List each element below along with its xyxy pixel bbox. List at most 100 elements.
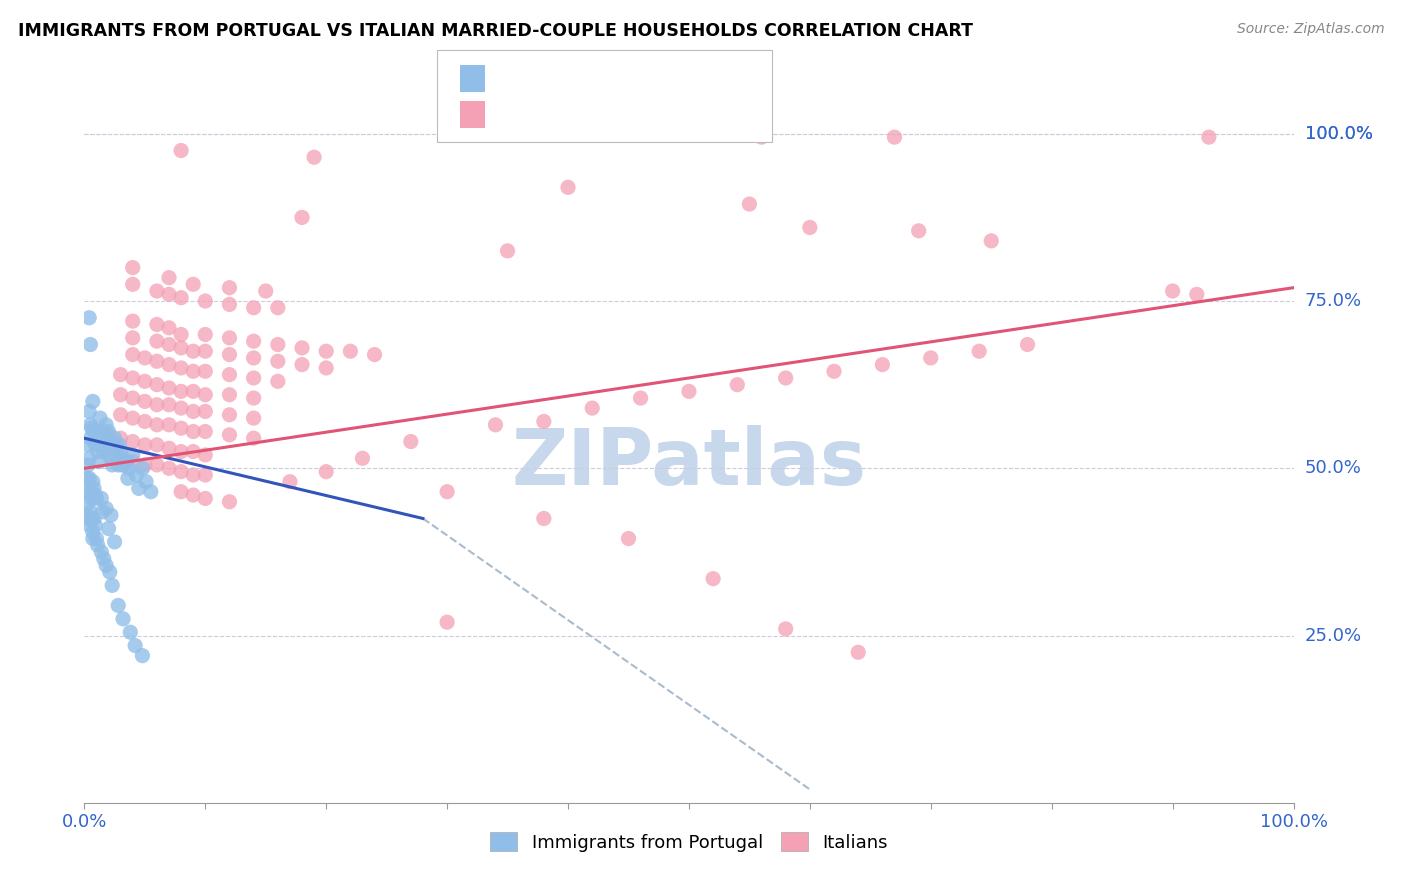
Point xyxy=(84,518,107,533)
Point xyxy=(104,438,127,452)
Text: ZIPatlas: ZIPatlas xyxy=(512,425,866,501)
Point xyxy=(91,505,114,519)
Point xyxy=(883,130,905,145)
Point xyxy=(194,448,217,462)
Point xyxy=(181,344,204,359)
Point xyxy=(218,281,240,295)
Point xyxy=(157,417,180,432)
Point xyxy=(77,404,100,418)
Point xyxy=(121,455,143,469)
Point xyxy=(267,354,290,368)
Point xyxy=(181,467,204,482)
Point xyxy=(194,404,217,418)
Point xyxy=(107,458,129,472)
Point xyxy=(86,538,108,552)
Point xyxy=(82,475,104,489)
Text: -0.375: -0.375 xyxy=(538,70,603,87)
Point xyxy=(846,645,869,659)
Point xyxy=(170,444,193,458)
Point xyxy=(267,337,290,351)
Point xyxy=(100,451,122,466)
Point xyxy=(194,425,217,439)
Point xyxy=(242,371,264,385)
Point xyxy=(702,572,724,586)
Point xyxy=(496,244,519,258)
Point xyxy=(117,471,139,485)
Point xyxy=(181,277,204,292)
Point xyxy=(181,425,204,439)
Text: 25.0%: 25.0% xyxy=(1305,626,1362,645)
Point xyxy=(110,451,132,466)
Point xyxy=(83,425,105,439)
Point xyxy=(146,417,169,432)
Point xyxy=(79,431,101,445)
Point xyxy=(77,518,100,533)
Point xyxy=(194,344,217,359)
Point xyxy=(218,427,240,442)
Point xyxy=(242,301,264,315)
Point xyxy=(112,451,135,466)
Point xyxy=(218,387,240,401)
Point xyxy=(83,511,105,525)
Point xyxy=(484,417,506,432)
Point xyxy=(1161,284,1184,298)
Point xyxy=(101,458,124,472)
Point xyxy=(76,471,98,485)
Point xyxy=(194,294,217,309)
Point xyxy=(90,545,112,559)
Point xyxy=(112,458,135,472)
Point xyxy=(101,578,124,592)
Legend: Immigrants from Portugal, Italians: Immigrants from Portugal, Italians xyxy=(482,825,896,859)
Text: N =: N = xyxy=(609,70,648,87)
Point xyxy=(907,224,929,238)
Point xyxy=(291,341,314,355)
Point xyxy=(157,287,180,301)
Point xyxy=(980,234,1002,248)
Point xyxy=(218,297,240,311)
Point xyxy=(89,411,111,425)
Point xyxy=(80,511,103,525)
Point xyxy=(134,438,156,452)
Point xyxy=(218,494,240,508)
Point xyxy=(157,270,180,285)
Point xyxy=(267,301,290,315)
Point xyxy=(181,488,204,502)
Point xyxy=(157,358,180,372)
Point xyxy=(80,491,103,506)
Point xyxy=(436,484,458,499)
Point xyxy=(533,511,555,525)
Point xyxy=(146,318,169,332)
Point xyxy=(218,408,240,422)
Point xyxy=(121,371,143,385)
Point xyxy=(104,431,127,445)
Point xyxy=(194,467,217,482)
Point xyxy=(799,220,821,235)
Point xyxy=(146,377,169,392)
Point xyxy=(77,310,100,325)
Point xyxy=(77,511,100,525)
Point xyxy=(110,408,132,422)
Point xyxy=(76,484,98,499)
Point xyxy=(80,421,103,435)
Point xyxy=(97,425,120,439)
Point xyxy=(121,448,143,462)
Point xyxy=(105,451,128,466)
Point xyxy=(617,532,640,546)
Point xyxy=(86,491,108,506)
Point xyxy=(363,348,385,362)
Point xyxy=(124,639,146,653)
Point xyxy=(121,277,143,292)
Point xyxy=(157,337,180,351)
Point xyxy=(170,401,193,416)
Point xyxy=(181,364,204,378)
Point xyxy=(128,482,150,496)
Point xyxy=(86,431,108,445)
Point xyxy=(157,381,180,395)
Point xyxy=(90,425,112,439)
Point xyxy=(134,375,156,389)
Point xyxy=(181,444,204,458)
Point xyxy=(86,532,108,546)
Point xyxy=(131,461,153,475)
Point xyxy=(98,565,121,579)
Point xyxy=(79,337,101,351)
